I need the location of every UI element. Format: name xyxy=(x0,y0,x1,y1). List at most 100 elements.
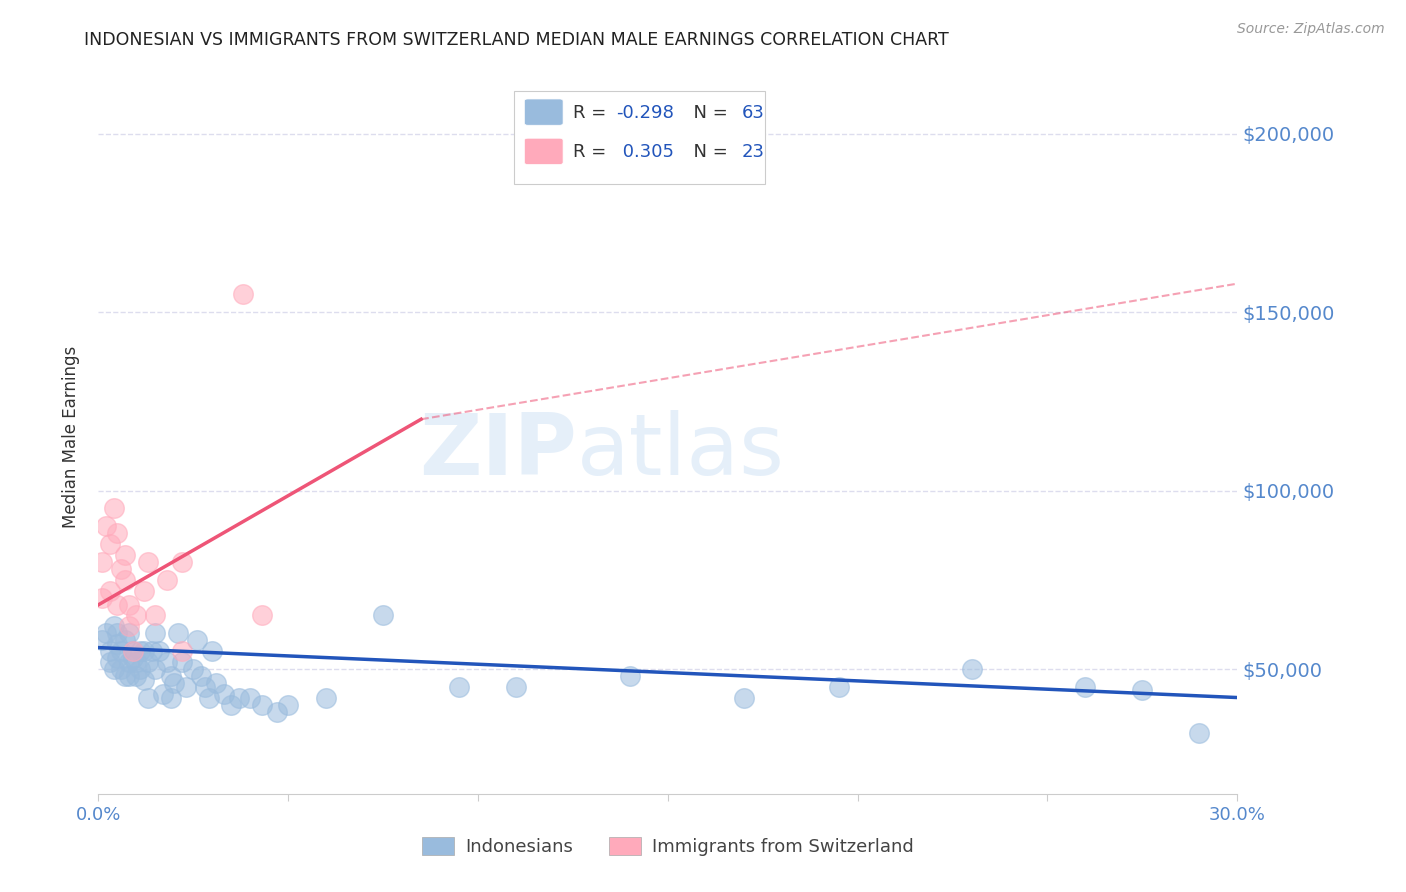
Point xyxy=(250,608,273,623)
Text: 23: 23 xyxy=(742,144,765,161)
Point xyxy=(159,669,181,683)
Point xyxy=(221,698,243,712)
Point xyxy=(194,680,217,694)
Point xyxy=(145,626,167,640)
Point xyxy=(163,676,186,690)
Point xyxy=(190,669,212,683)
Point xyxy=(110,662,132,676)
Text: 0.305: 0.305 xyxy=(617,144,673,161)
Point xyxy=(1132,683,1154,698)
Point xyxy=(619,669,641,683)
Point xyxy=(505,680,527,694)
Point xyxy=(266,705,288,719)
Point xyxy=(103,619,125,633)
Point xyxy=(107,637,129,651)
Point xyxy=(250,698,273,712)
Point xyxy=(960,662,983,676)
Point xyxy=(98,644,121,658)
Text: ZIP: ZIP xyxy=(419,409,576,493)
Point xyxy=(103,662,125,676)
Point xyxy=(94,626,117,640)
Point xyxy=(733,690,755,705)
Point xyxy=(156,573,179,587)
Point xyxy=(141,644,163,658)
FancyBboxPatch shape xyxy=(515,91,765,184)
Point xyxy=(110,644,132,658)
Point xyxy=(145,662,167,676)
Point xyxy=(145,608,167,623)
Point xyxy=(132,583,155,598)
Point xyxy=(114,573,136,587)
Point xyxy=(91,591,114,605)
Point xyxy=(197,690,219,705)
Point xyxy=(110,562,132,576)
Point xyxy=(114,548,136,562)
Point xyxy=(232,287,254,301)
Point xyxy=(103,501,125,516)
Point xyxy=(212,687,235,701)
Point xyxy=(118,669,141,683)
Point xyxy=(114,633,136,648)
Point xyxy=(98,537,121,551)
Text: N =: N = xyxy=(682,144,733,161)
FancyBboxPatch shape xyxy=(524,99,562,125)
Point xyxy=(228,690,250,705)
Point xyxy=(170,644,193,658)
Text: R =: R = xyxy=(574,144,613,161)
Point xyxy=(91,633,114,648)
Point xyxy=(107,626,129,640)
Legend: Indonesians, Immigrants from Switzerland: Indonesians, Immigrants from Switzerland xyxy=(415,830,921,863)
Point xyxy=(148,644,170,658)
Point xyxy=(118,626,141,640)
Point xyxy=(239,690,262,705)
Point xyxy=(167,626,190,640)
Point xyxy=(828,680,851,694)
Y-axis label: Median Male Earnings: Median Male Earnings xyxy=(62,346,80,528)
Point xyxy=(170,555,193,569)
Point xyxy=(186,633,208,648)
Point xyxy=(129,662,152,676)
FancyBboxPatch shape xyxy=(524,138,562,164)
Point xyxy=(118,655,141,669)
Point xyxy=(132,644,155,658)
Point xyxy=(315,690,337,705)
Point xyxy=(94,519,117,533)
Point xyxy=(183,662,205,676)
Point xyxy=(121,644,143,658)
Point xyxy=(136,655,159,669)
Point xyxy=(136,555,159,569)
Point xyxy=(1074,680,1097,694)
Point xyxy=(129,644,152,658)
Text: -0.298: -0.298 xyxy=(617,104,675,122)
Point xyxy=(1188,726,1211,740)
Point xyxy=(156,655,179,669)
Point xyxy=(136,690,159,705)
Text: 63: 63 xyxy=(742,104,765,122)
Point xyxy=(125,669,148,683)
Text: Source: ZipAtlas.com: Source: ZipAtlas.com xyxy=(1237,22,1385,37)
Point xyxy=(114,669,136,683)
Text: atlas: atlas xyxy=(576,409,785,493)
Point xyxy=(107,651,129,665)
Point xyxy=(205,676,228,690)
Point xyxy=(121,651,143,665)
Point xyxy=(121,644,143,658)
Point xyxy=(118,598,141,612)
Point xyxy=(201,644,224,658)
Point xyxy=(107,526,129,541)
Point xyxy=(371,608,394,623)
Point xyxy=(132,673,155,687)
Point xyxy=(277,698,299,712)
Text: R =: R = xyxy=(574,104,613,122)
Point xyxy=(159,690,181,705)
Point xyxy=(125,608,148,623)
Point xyxy=(152,687,174,701)
Text: INDONESIAN VS IMMIGRANTS FROM SWITZERLAND MEDIAN MALE EARNINGS CORRELATION CHART: INDONESIAN VS IMMIGRANTS FROM SWITZERLAN… xyxy=(84,31,949,49)
Point xyxy=(107,598,129,612)
Point xyxy=(98,583,121,598)
Point xyxy=(91,555,114,569)
Point xyxy=(98,655,121,669)
Point xyxy=(118,619,141,633)
Point xyxy=(174,680,197,694)
Point xyxy=(449,680,471,694)
